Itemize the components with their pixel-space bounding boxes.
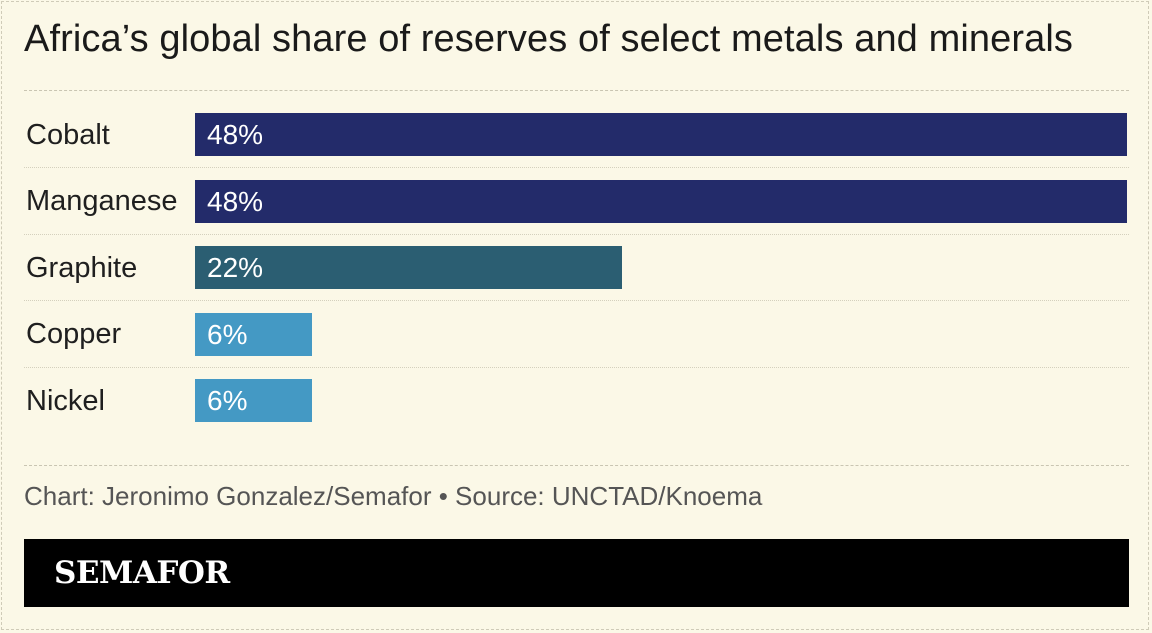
category-label: Nickel bbox=[26, 384, 105, 417]
category-label: Graphite bbox=[26, 251, 138, 284]
row-divider bbox=[24, 300, 1129, 302]
bar bbox=[195, 246, 623, 290]
bar bbox=[195, 379, 312, 423]
bar-value-label: 48% bbox=[207, 185, 264, 217]
row-divider bbox=[24, 366, 1129, 368]
chart-title: Africa’s global share of reserves of sel… bbox=[24, 18, 1073, 60]
bar bbox=[195, 113, 1127, 156]
bar-value-label: 6% bbox=[207, 385, 248, 417]
chart-credit: Chart: Jeronimo Gonzalez/Semafor • Sourc… bbox=[24, 481, 763, 511]
semafor-logo: SEMAFOR bbox=[54, 555, 230, 591]
bar-row: Graphite 22% bbox=[24, 235, 1129, 302]
bar-row: Cobalt 48% bbox=[24, 102, 1129, 168]
category-label: Copper bbox=[26, 318, 122, 351]
row-divider bbox=[24, 167, 1129, 168]
category-label: Cobalt bbox=[26, 118, 110, 151]
bar-value-label: 48% bbox=[207, 119, 264, 150]
bar-row: Copper 6% bbox=[24, 302, 1129, 368]
bar-row: Manganese 48% bbox=[24, 169, 1129, 235]
bar bbox=[195, 312, 312, 356]
category-label: Manganese bbox=[26, 185, 178, 218]
bar-value-label: 22% bbox=[207, 252, 264, 284]
bar-value-label: 6% bbox=[207, 318, 248, 350]
footer-bar: SEMAFOR bbox=[24, 539, 1129, 607]
row-divider bbox=[24, 233, 1129, 235]
title-separator bbox=[24, 90, 1129, 91]
bar-row: Nickel 6% bbox=[24, 368, 1129, 434]
bar bbox=[195, 179, 1127, 223]
credit-separator bbox=[24, 465, 1129, 466]
